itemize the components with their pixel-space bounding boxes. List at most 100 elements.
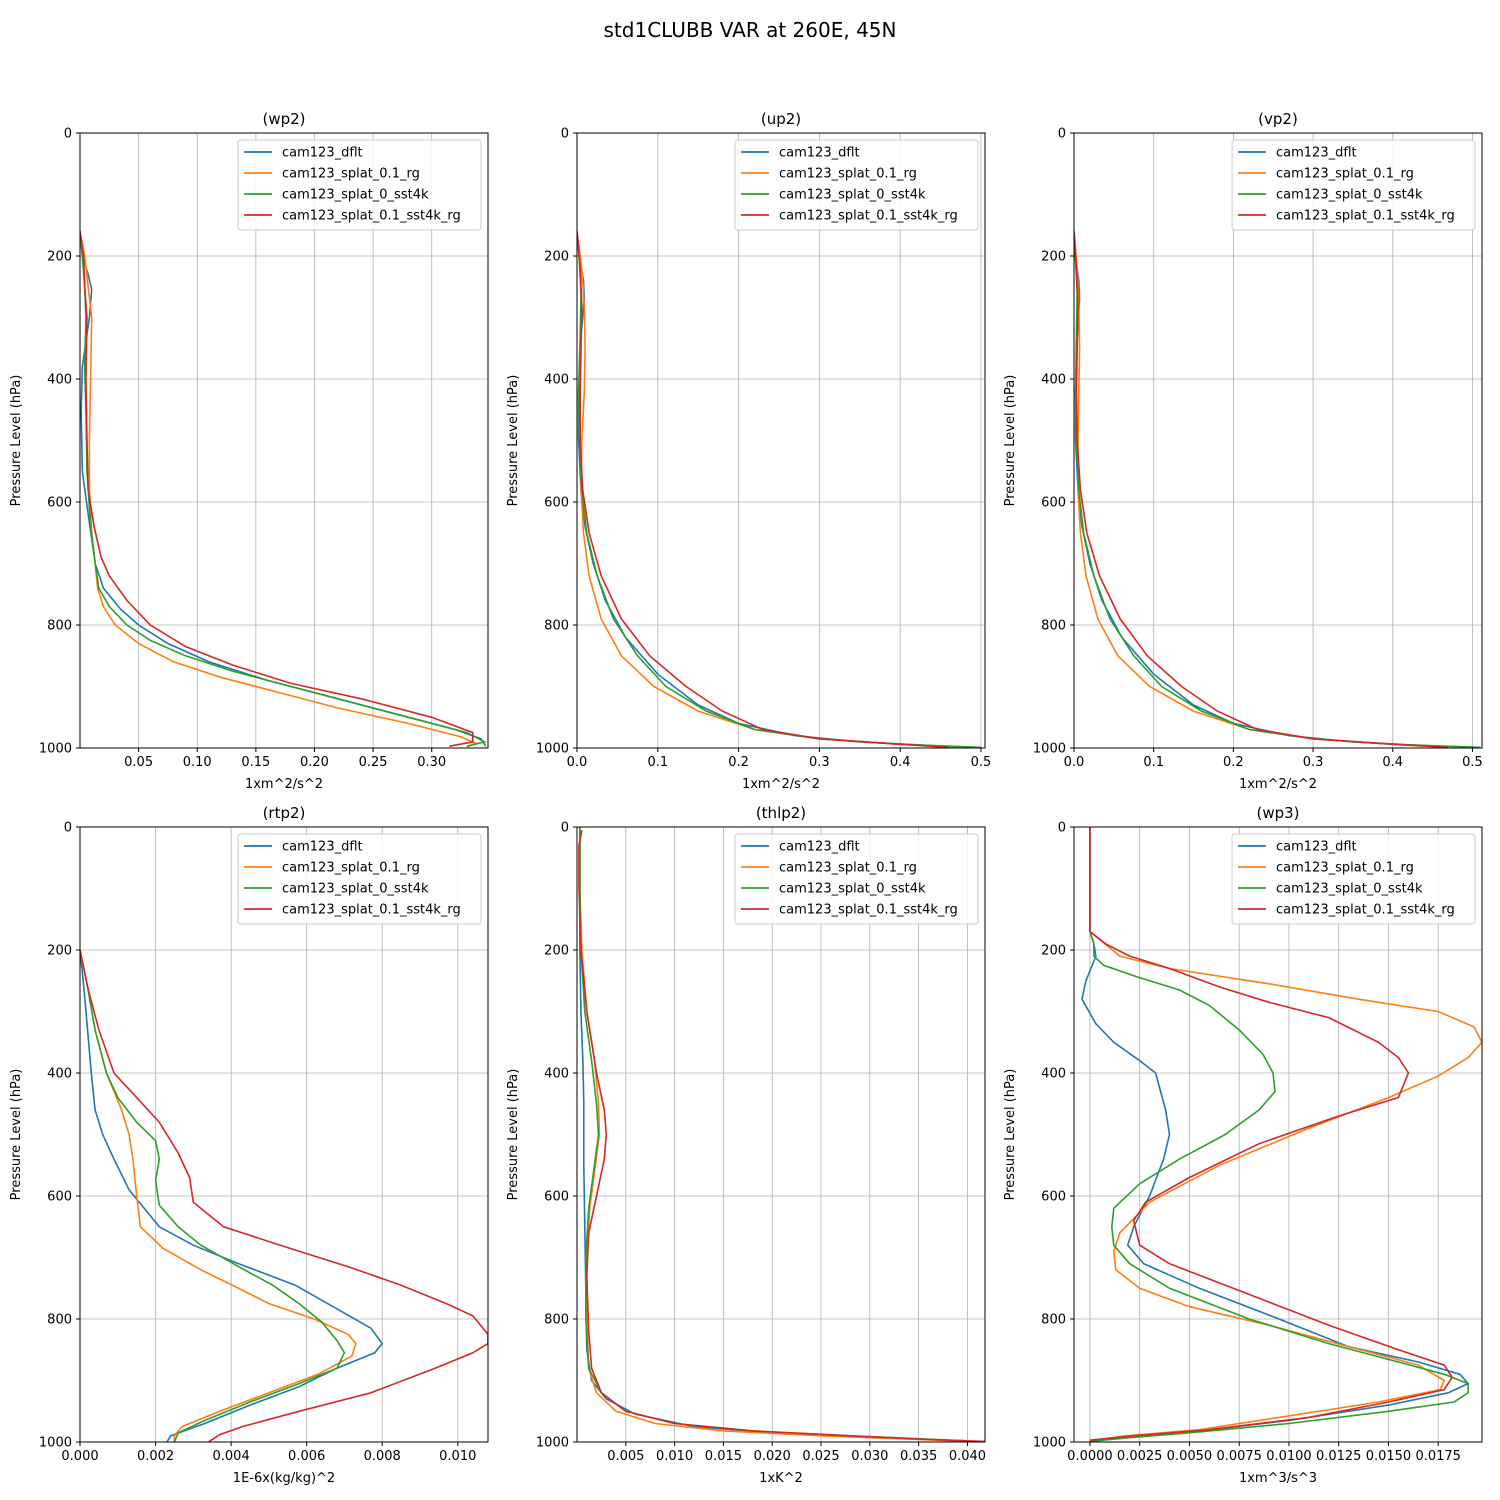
x-tick-label: 0.15 [241, 755, 270, 770]
legend-label: cam123_splat_0.1_sst4k_rg [779, 903, 958, 918]
y-tick-label: 0 [561, 821, 569, 836]
x-tick-label: 0.0075 [1216, 1449, 1262, 1464]
series-line-cam123_splat_0.1_sst4k_rg [1089, 827, 1454, 1441]
chart-panel: 0.0 0.1 0.2 0.3 0.4 0.5 0 200 400 600 800 1000 (up2)… [506, 110, 991, 792]
x-tick-label: 0.0175 [1415, 1449, 1461, 1464]
series-line-cam123_splat_0.1_rg [1089, 827, 1482, 1442]
series-line-cam123_splat_0.1_rg [80, 949, 357, 1442]
x-axis-label: 1E-6x(kg/kg)^2 [233, 1471, 335, 1486]
y-tick-label: 0 [1058, 127, 1066, 142]
legend-label: cam123_splat_0.1_rg [779, 861, 917, 876]
series-line-cam123_dflt [1081, 827, 1470, 1442]
legend-label: cam123_splat_0.1_rg [1276, 167, 1414, 182]
chart-title: (up2) [761, 110, 801, 128]
legend-label: cam123_splat_0.1_rg [1276, 861, 1414, 876]
legend-label: cam123_splat_0.1_rg [282, 167, 420, 182]
series-line-cam123_splat_0_sst4k [1074, 231, 1481, 748]
series-line-cam123_splat_0_sst4k [80, 949, 346, 1442]
x-tick-label: 0.0100 [1266, 1449, 1312, 1464]
legend-box [237, 139, 482, 231]
series-group [80, 231, 487, 748]
legend-label: cam123_splat_0_sst4k [1276, 882, 1423, 897]
y-tick-label: 800 [544, 619, 569, 634]
series-line-cam123_splat_0.1_sst4k_rg [80, 949, 488, 1442]
series-line-cam123_splat_0.1_sst4k_rg [80, 231, 474, 747]
x-axis-label: 1xK^2 [759, 1471, 803, 1486]
x-axis-label: 1xm^3/s^3 [1239, 1471, 1317, 1486]
x-tick-label: 0.5 [971, 755, 992, 770]
legend: cam123_dflt cam123_splat_0.1_rg cam123_spl… [1231, 139, 1476, 231]
y-tick-label: 1000 [39, 742, 72, 757]
y-axis-label: Pressure Level (hPa) [1003, 375, 1018, 507]
y-axis-label: Pressure Level (hPa) [9, 1069, 24, 1201]
y-tick-label: 600 [544, 1190, 569, 1205]
chart-title: (rtp2) [263, 804, 306, 822]
y-tick-label: 400 [47, 373, 72, 388]
legend-label: cam123_splat_0.1_rg [282, 861, 420, 876]
y-tick-label: 800 [1041, 1313, 1066, 1328]
y-tick-label: 200 [544, 250, 569, 265]
y-axis-label: Pressure Level (hPa) [506, 1069, 521, 1201]
y-tick-label: 200 [544, 944, 569, 959]
legend-label: cam123_dflt [282, 146, 363, 161]
x-tick-label: 0.5 [1462, 755, 1483, 770]
x-tick-label: 0.30 [417, 755, 446, 770]
legend: cam123_dflt cam123_splat_0.1_rg cam123_spl… [734, 833, 979, 925]
x-tick-label: 0.002 [137, 1449, 174, 1464]
legend: cam123_dflt cam123_splat_0.1_rg cam123_spl… [237, 833, 482, 925]
y-tick-label: 600 [544, 496, 569, 511]
y-tick-label: 1000 [536, 742, 569, 757]
legend-box [734, 139, 979, 231]
legend-label: cam123_dflt [1276, 840, 1357, 855]
x-tick-label: 0.020 [754, 1449, 791, 1464]
x-tick-label: 0.05 [124, 755, 153, 770]
legend-label: cam123_splat_0_sst4k [282, 882, 429, 897]
axes-frame [576, 132, 986, 749]
y-tick-label: 0 [64, 821, 72, 836]
x-tick-label: 0.10 [183, 755, 212, 770]
legend-label: cam123_splat_0.1_sst4k_rg [1276, 903, 1455, 918]
x-tick-label: 0.004 [213, 1449, 250, 1464]
y-axis-label: Pressure Level (hPa) [1003, 1069, 1018, 1201]
x-tick-label: 0.0025 [1117, 1449, 1163, 1464]
series-line-cam123_splat_0.1_sst4k_rg [1074, 231, 1449, 748]
y-tick-label: 0 [64, 127, 72, 142]
legend-label: cam123_splat_0.1_rg [779, 167, 917, 182]
legend: cam123_dflt cam123_splat_0.1_rg cam123_spl… [734, 139, 979, 231]
y-tick-label: 0 [1058, 821, 1066, 836]
legend-label: cam123_dflt [1276, 146, 1357, 161]
chart-title: (wp2) [262, 110, 305, 128]
y-tick-label: 200 [1041, 944, 1066, 959]
figure-title: std1CLUBB VAR at 260E, 45N [604, 18, 897, 42]
x-tick-label: 0.005 [607, 1449, 644, 1464]
chart-panel: 0.0 0.1 0.2 0.3 0.4 0.5 0 200 400 600 800 1000 (vp2)… [1003, 110, 1483, 792]
y-tick-label: 1000 [39, 1436, 72, 1451]
axes-frame [576, 826, 986, 1443]
y-tick-label: 800 [1041, 619, 1066, 634]
x-tick-label: 0.0050 [1167, 1449, 1213, 1464]
x-tick-label: 0.006 [288, 1449, 325, 1464]
x-tick-label: 0.4 [1382, 755, 1403, 770]
y-axis-label: Pressure Level (hPa) [506, 375, 521, 507]
x-tick-label: 0.040 [949, 1449, 986, 1464]
legend-label: cam123_dflt [779, 146, 860, 161]
y-tick-label: 200 [47, 944, 72, 959]
x-tick-label: 0.030 [851, 1449, 888, 1464]
series-group [578, 827, 985, 1442]
y-tick-label: 400 [1041, 373, 1066, 388]
legend-label: cam123_splat_0.1_sst4k_rg [282, 209, 461, 224]
panels: 0.05 0.10 0.15 0.20 0.25 0.300200400600800100… [9, 110, 1483, 1486]
x-tick-label: 0.25 [359, 755, 388, 770]
legend-label: cam123_dflt [282, 840, 363, 855]
legend-label: cam123_dflt [779, 840, 860, 855]
legend-label: cam123_splat_0_sst4k [282, 188, 429, 203]
x-tick-label: 0.2 [728, 755, 749, 770]
series-line-cam123_splat_0.1_sst4k_rg [577, 231, 949, 748]
y-tick-label: 800 [47, 619, 72, 634]
chart-panel: 0.05 0.10 0.15 0.20 0.25 0.30 0 200 400 600 800 100… [9, 110, 489, 792]
x-tick-label: 0.010 [656, 1449, 693, 1464]
chart-title: (thlp2) [756, 804, 806, 822]
x-tick-label: 0.1 [647, 755, 668, 770]
